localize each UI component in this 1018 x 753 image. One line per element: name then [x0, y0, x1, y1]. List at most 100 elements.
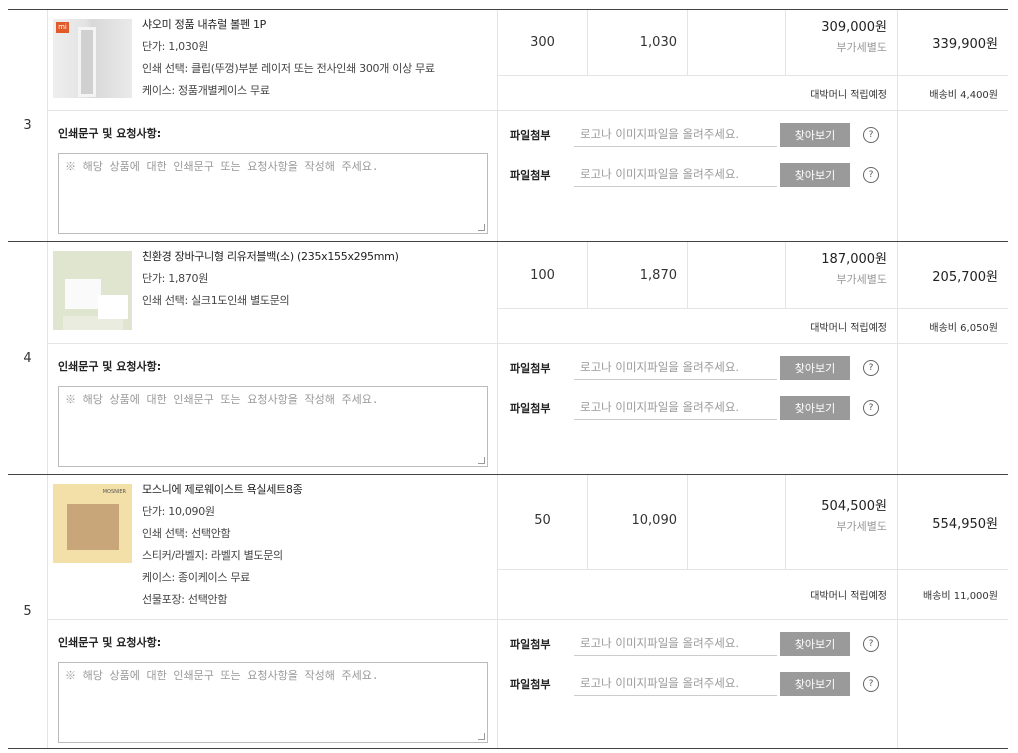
- product-option: 단가: 1,870원: [142, 272, 209, 285]
- shipping-fee: 배송비 4,400원: [897, 76, 1008, 111]
- empty-cell: [687, 10, 785, 76]
- file-attach-label: 파일첨부: [510, 402, 551, 415]
- memo-label: 인쇄문구 및 요청사항:: [58, 127, 162, 140]
- cart-row: 5 MOSNIER 모스니에 제로웨이스트 욕실세트8종 단가: 10,090원 인쇄 …: [8, 474, 1008, 749]
- help-icon[interactable]: ?: [863, 400, 879, 416]
- quantity: 300: [497, 10, 587, 76]
- product-option: 스티커/라벨지: 라벨지 별도문의: [142, 549, 283, 562]
- browse-button[interactable]: 찾아보기: [780, 356, 850, 380]
- product-info: 친환경 장바구니형 리유저블백(소) (235x155x295mm) 단가: 1,…: [132, 250, 399, 343]
- point-note: 대박머니 적립예정: [497, 570, 897, 620]
- row-number: 3: [23, 118, 32, 133]
- price-amount: 187,000원: [821, 252, 887, 267]
- total-amount: 554,950원: [897, 475, 1008, 570]
- quantity: 50: [497, 475, 587, 570]
- file-attach-row: 파일첨부 로고나 이미지파일을 올려주세요. 찾아보기?: [510, 356, 897, 380]
- file-attach-section: 파일첨부 로고나 이미지파일을 올려주세요. 찾아보기? 파일첨부 로고나 이미지파일을…: [497, 111, 897, 241]
- shipping-fee: 배송비 11,000원: [897, 570, 1008, 620]
- brand-logo: MOSNIER: [102, 489, 126, 495]
- file-attach-label: 파일첨부: [510, 129, 551, 142]
- empty-cell: [897, 620, 1008, 748]
- bag-image: [98, 295, 128, 319]
- product-thumbnail[interactable]: MOSNIER: [53, 484, 132, 563]
- product-name[interactable]: 모스니에 제로웨이스트 욕실세트8종: [142, 483, 303, 496]
- file-attach-row: 파일첨부 로고나 이미지파일을 올려주세요. 찾아보기?: [510, 123, 897, 147]
- row-number: 4: [23, 350, 32, 366]
- memo-section: 인쇄문구 및 요청사항: ※ 해당 상품에 대한 인쇄문구 또는 요청사항을 작성…: [47, 111, 497, 241]
- shipping-fee: 배송비 6,050원: [897, 309, 1008, 344]
- giftbox-image: [67, 504, 119, 550]
- file-attach-label: 파일첨부: [510, 678, 551, 691]
- quantity: 100: [497, 242, 587, 309]
- product-cell: mi 샤오미 정품 내츄럴 볼펜 1P 단가: 1,030원 인쇄 선택: 클립(뚜껑…: [47, 10, 497, 111]
- help-icon[interactable]: ?: [863, 636, 879, 652]
- price-amount: 504,500원: [821, 499, 887, 514]
- browse-button[interactable]: 찾아보기: [780, 672, 850, 696]
- unit-price: 10,090: [587, 475, 687, 570]
- memo-label: 인쇄문구 및 요청사항:: [58, 360, 162, 373]
- total-amount: 339,900원: [897, 10, 1008, 76]
- product-cell: MOSNIER 모스니에 제로웨이스트 욕실세트8종 단가: 10,090원 인쇄 선…: [47, 475, 497, 620]
- file-attach-row: 파일첨부 로고나 이미지파일을 올려주세요. 찾아보기?: [510, 396, 897, 420]
- bag-image: [65, 279, 101, 309]
- memo-textarea[interactable]: ※ 해당 상품에 대한 인쇄문구 또는 요청사항을 작성해 주세요.: [58, 662, 488, 743]
- file-attach-row: 파일첨부 로고나 이미지파일을 올려주세요. 찾아보기?: [510, 163, 897, 187]
- unit-price: 1,870: [587, 242, 687, 309]
- product-thumbnail[interactable]: [53, 251, 132, 330]
- point-note: 대박머니 적립예정: [497, 309, 897, 344]
- help-icon[interactable]: ?: [863, 167, 879, 183]
- browse-button[interactable]: 찾아보기: [780, 632, 850, 656]
- product-option: 단가: 10,090원: [142, 505, 215, 518]
- pen-image: [78, 27, 96, 97]
- empty-cell: [897, 111, 1008, 241]
- product-name[interactable]: 샤오미 정품 내츄럴 볼펜 1P: [142, 18, 267, 31]
- memo-section: 인쇄문구 및 요청사항: ※ 해당 상품에 대한 인쇄문구 또는 요청사항을 작성…: [47, 344, 497, 474]
- vat-note: 부가세별도: [836, 273, 887, 286]
- empty-cell: [687, 242, 785, 309]
- product-name[interactable]: 친환경 장바구니형 리유저블백(소) (235x155x295mm): [142, 250, 399, 263]
- help-icon[interactable]: ?: [863, 127, 879, 143]
- cart-row: 3 mi 샤오미 정품 내츄럴 볼펜 1P 단가: 1,030원 인쇄 선택: 클립(뚜…: [8, 9, 1008, 241]
- memo-textarea[interactable]: ※ 해당 상품에 대한 인쇄문구 또는 요청사항을 작성해 주세요.: [58, 153, 488, 234]
- file-attach-section: 파일첨부 로고나 이미지파일을 올려주세요. 찾아보기? 파일첨부 로고나 이미지파일을…: [497, 344, 897, 474]
- file-path-input[interactable]: 로고나 이미지파일을 올려주세요.: [574, 123, 777, 147]
- product-option: 케이스: 종이케이스 무료: [142, 571, 250, 584]
- browse-button[interactable]: 찾아보기: [780, 163, 850, 187]
- product-option: 인쇄 선택: 클립(뚜껑)부분 레이저 또는 전사인쇄 300개 이상 무료: [142, 62, 435, 75]
- file-attach-row: 파일첨부 로고나 이미지파일을 올려주세요. 찾아보기?: [510, 632, 897, 656]
- file-path-input[interactable]: 로고나 이미지파일을 올려주세요.: [574, 356, 777, 380]
- file-path-input[interactable]: 로고나 이미지파일을 올려주세요.: [574, 163, 777, 187]
- file-path-input[interactable]: 로고나 이미지파일을 올려주세요.: [574, 632, 777, 656]
- browse-button[interactable]: 찾아보기: [780, 396, 850, 420]
- cart-row: 4 친환경 장바구니형 리유저블백(소) (235x155x295mm) 단가: 1…: [8, 241, 1008, 474]
- file-path-input[interactable]: 로고나 이미지파일을 올려주세요.: [574, 672, 777, 696]
- product-thumbnail[interactable]: mi: [53, 19, 132, 98]
- memo-textarea[interactable]: ※ 해당 상품에 대한 인쇄문구 또는 요청사항을 작성해 주세요.: [58, 386, 488, 467]
- vat-note: 부가세별도: [836, 41, 887, 54]
- bag-image: [63, 316, 123, 330]
- point-note: 대박머니 적립예정: [497, 76, 897, 111]
- product-info: 샤오미 정품 내츄럴 볼펜 1P 단가: 1,030원 인쇄 선택: 클립(뚜껑)부…: [132, 18, 435, 110]
- file-path-input[interactable]: 로고나 이미지파일을 올려주세요.: [574, 396, 777, 420]
- file-attach-label: 파일첨부: [510, 169, 551, 182]
- product-cell: 친환경 장바구니형 리유저블백(소) (235x155x295mm) 단가: 1,…: [47, 242, 497, 344]
- vat-note: 부가세별도: [836, 520, 887, 533]
- total-amount: 205,700원: [897, 242, 1008, 309]
- browse-button[interactable]: 찾아보기: [780, 123, 850, 147]
- file-attach-section: 파일첨부 로고나 이미지파일을 올려주세요. 찾아보기? 파일첨부 로고나 이미지파일을…: [497, 620, 897, 748]
- price-amount: 309,000원: [821, 20, 887, 35]
- product-option: 케이스: 정품개별케이스 무료: [142, 84, 270, 97]
- empty-cell: [687, 475, 785, 570]
- help-icon[interactable]: ?: [863, 676, 879, 692]
- file-attach-label: 파일첨부: [510, 362, 551, 375]
- product-option: 인쇄 선택: 실크1도인쇄 별도문의: [142, 294, 290, 307]
- help-icon[interactable]: ?: [863, 360, 879, 376]
- file-attach-row: 파일첨부 로고나 이미지파일을 올려주세요. 찾아보기?: [510, 672, 897, 696]
- file-attach-label: 파일첨부: [510, 638, 551, 651]
- memo-label: 인쇄문구 및 요청사항:: [58, 636, 162, 649]
- row-number: 5: [23, 604, 32, 619]
- empty-cell: [897, 344, 1008, 474]
- unit-price: 1,030: [587, 10, 687, 76]
